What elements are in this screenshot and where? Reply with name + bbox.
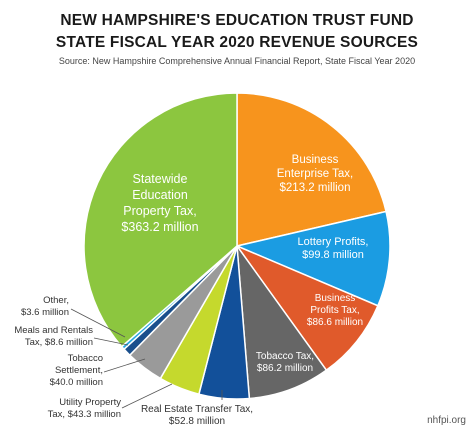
pie-slice-business-enterprise-tax xyxy=(236,92,387,247)
leader-line-other xyxy=(70,308,126,338)
slice-label-other: Other, $3.6 million xyxy=(21,295,69,318)
slice-label-lottery-profits: Lottery Profits, $99.8 million xyxy=(298,236,369,261)
slice-label-real-estate-transfer-tax: Real Estate Transfer Tax, $52.8 million xyxy=(141,404,253,427)
leader-line-meals-and-rentals-tax xyxy=(93,337,129,346)
chart-title-line1: NEW HAMPSHIRE'S EDUCATION TRUST FUND xyxy=(60,12,414,29)
slice-label-meals-and-rentals-tax: Meals and Rentals Tax, $8.6 million xyxy=(14,325,93,348)
slice-label-business-enterprise-tax: Business Enterprise Tax, $213.2 million xyxy=(277,154,354,194)
pie-slice-statewide-education-property-tax xyxy=(83,92,238,348)
leader-line-utility-property-tax xyxy=(121,383,173,409)
slice-label-business-profits-tax: Business Profits Tax, $86.6 million xyxy=(307,293,363,328)
leader-line-tobacco-settlement xyxy=(103,358,146,373)
pie-slice-business-profits-tax xyxy=(234,244,379,372)
slice-label-tobacco-settlement: Tobacco Settlement, $40.0 million xyxy=(50,353,103,388)
credit-text: nhfpi.org xyxy=(427,415,466,426)
pie-slice-tobacco-tax xyxy=(236,243,328,400)
pie-slice-lottery-profits xyxy=(234,210,391,307)
chart-title-line2: STATE FISCAL YEAR 2020 REVENUE SOURCES xyxy=(55,34,419,51)
chart-source-note: Source: New Hampshire Comprehensive Annu… xyxy=(58,56,416,66)
slice-label-statewide-education-property-tax: Statewide Education Property Tax, $363.2 mi… xyxy=(121,172,198,234)
slice-label-tobacco-tax: Tobacco Tax, $86.2 million xyxy=(256,351,314,374)
slice-label-utility-property-tax: Utility Property Tax, $43.3 million xyxy=(48,397,122,420)
